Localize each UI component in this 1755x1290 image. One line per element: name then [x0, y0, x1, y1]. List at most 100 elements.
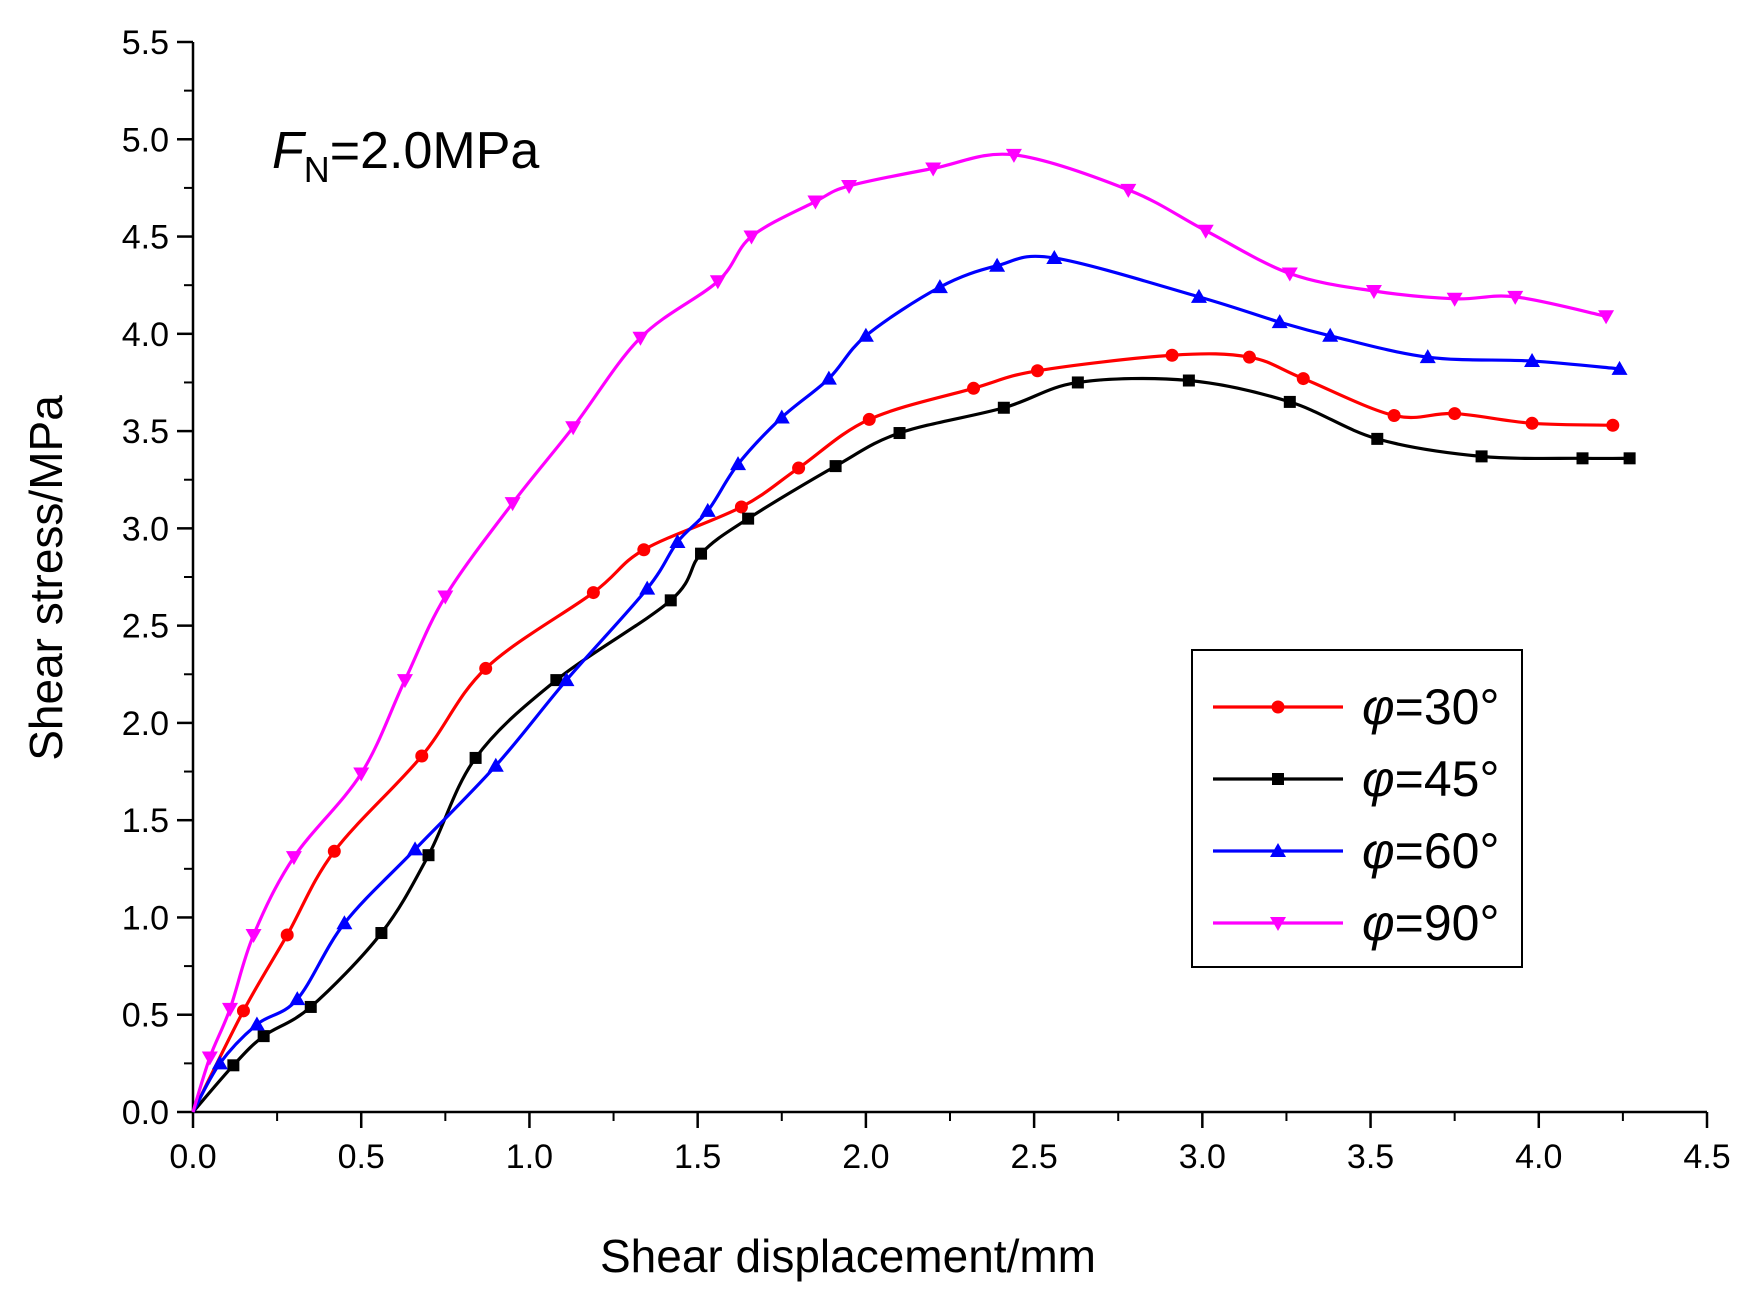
data-point — [422, 849, 435, 862]
data-point — [695, 547, 708, 560]
legend-value: =30° — [1395, 679, 1500, 735]
data-point — [236, 1004, 250, 1018]
data-point — [1120, 183, 1137, 198]
series-3 — [191, 148, 1615, 1113]
data-point — [1419, 349, 1436, 364]
data-point — [730, 456, 747, 471]
series-line — [191, 254, 1620, 1113]
data-point — [222, 1002, 239, 1017]
legend-marker — [1270, 843, 1286, 857]
data-point — [437, 590, 454, 605]
y-tick-label: 5.0 — [122, 121, 169, 159]
legend-value: =90° — [1395, 895, 1500, 951]
data-point — [1190, 288, 1207, 303]
data-point — [1365, 285, 1382, 300]
legend-item-3: φ=90° — [1213, 895, 1499, 951]
annotation-value: =2.0MPa — [330, 122, 540, 180]
data-point — [586, 586, 600, 600]
data-point — [1576, 452, 1589, 465]
y-tick-label: 2.0 — [122, 705, 169, 743]
legend-symbol: φ — [1362, 751, 1395, 807]
series-1 — [191, 374, 1636, 1114]
data-point — [487, 757, 504, 772]
y-tick-label: 0.5 — [122, 997, 169, 1035]
y-tick-label: 1.5 — [122, 802, 169, 840]
annotation-normal-stress: FN=2.0MPa — [272, 122, 539, 190]
legend-label: φ=45° — [1362, 751, 1499, 807]
data-point — [1611, 360, 1628, 375]
data-point — [997, 401, 1010, 414]
annotation-subscript: N — [304, 149, 330, 190]
data-point — [1283, 395, 1296, 408]
data-point — [1030, 364, 1044, 378]
x-tick-label: 2.0 — [842, 1138, 889, 1176]
data-point — [396, 674, 413, 689]
data-point — [925, 162, 942, 177]
data-point — [743, 230, 760, 245]
data-point — [1598, 310, 1615, 325]
legend-symbol: φ — [1362, 895, 1395, 951]
legend-label: φ=30° — [1362, 679, 1499, 735]
data-point — [327, 844, 341, 858]
y-tick-label: 3.5 — [122, 413, 169, 451]
data-point — [1387, 409, 1401, 423]
data-point — [375, 927, 388, 940]
data-point — [1242, 350, 1256, 364]
data-point — [1606, 418, 1620, 432]
data-point — [1046, 249, 1063, 264]
annotation-symbol: F — [272, 122, 307, 180]
x-tick-label: 0.5 — [338, 1138, 385, 1176]
data-point — [353, 767, 370, 782]
y-tick-label: 3.0 — [122, 510, 169, 548]
legend-value: =60° — [1395, 823, 1500, 879]
data-point — [504, 497, 521, 512]
data-point — [734, 500, 748, 514]
data-point — [1623, 452, 1636, 465]
data-point — [1475, 450, 1488, 463]
data-point — [862, 412, 876, 426]
x-tick-label: 4.0 — [1515, 1138, 1562, 1176]
legend-item-2: φ=60° — [1213, 823, 1499, 879]
legend-value: =45° — [1395, 751, 1500, 807]
legend-symbol: φ — [1362, 679, 1395, 735]
data-point — [1525, 416, 1539, 430]
legend-item-0: φ=30° — [1213, 679, 1499, 735]
x-tick-label: 0.0 — [169, 1138, 216, 1176]
data-point — [669, 533, 686, 548]
data-point — [931, 279, 948, 294]
data-point — [1524, 353, 1541, 368]
series-layer — [191, 148, 1636, 1114]
x-tick-label: 1.0 — [506, 1138, 553, 1176]
series-2 — [191, 249, 1628, 1113]
data-point — [211, 1055, 228, 1070]
legend-label: φ=90° — [1362, 895, 1499, 951]
y-axis-title: Shear stress/MPa — [20, 395, 72, 761]
data-point — [565, 421, 582, 436]
data-point — [773, 409, 790, 424]
data-point — [742, 512, 755, 525]
data-point — [967, 381, 981, 395]
data-point — [1448, 407, 1462, 421]
data-point — [632, 331, 649, 346]
x-tick-label: 3.0 — [1179, 1138, 1226, 1176]
data-point — [558, 672, 575, 687]
data-point — [289, 991, 306, 1006]
data-point — [893, 427, 906, 440]
legend-marker — [1272, 773, 1284, 785]
x-tick-label: 2.5 — [1010, 1138, 1057, 1176]
y-tick-label: 1.0 — [122, 899, 169, 937]
data-point — [989, 257, 1006, 272]
data-point — [1322, 327, 1339, 342]
legend-items: φ=30°φ=45°φ=60°φ=90° — [1213, 679, 1499, 951]
data-point — [248, 1016, 265, 1031]
data-point — [1071, 376, 1084, 389]
data-point — [1005, 148, 1022, 163]
x-tick-label: 3.5 — [1347, 1138, 1394, 1176]
data-point — [639, 580, 656, 595]
legend-box — [1191, 649, 1523, 968]
y-tick-label: 0.0 — [122, 1094, 169, 1132]
data-point — [407, 841, 424, 856]
data-point — [1371, 432, 1384, 445]
data-point — [829, 460, 842, 473]
data-point — [479, 661, 493, 675]
